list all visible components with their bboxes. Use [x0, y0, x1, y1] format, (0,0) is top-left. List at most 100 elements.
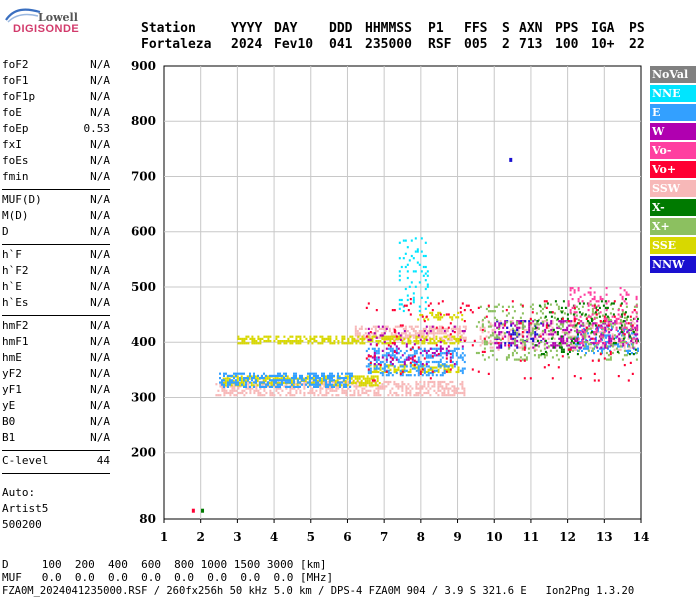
echo-point: [369, 389, 372, 392]
echo-point: [283, 342, 286, 345]
echo-point: [611, 307, 614, 311]
echo-point: [437, 370, 440, 374]
echo-point: [377, 363, 380, 366]
echo-point: [252, 384, 255, 387]
echo-point: [593, 291, 596, 294]
echo-point: [383, 367, 386, 370]
echo-point: [373, 379, 376, 382]
echo-point: [251, 340, 254, 343]
echo-point: [543, 303, 546, 306]
echo-point: [425, 325, 428, 328]
echo-point: [416, 248, 419, 251]
echo-point: [589, 287, 592, 290]
echo-point: [243, 340, 246, 343]
echo-point: [265, 374, 267, 377]
echo-point: [499, 333, 502, 336]
echo-point: [499, 320, 502, 323]
echo-point: [263, 387, 266, 390]
echo-point: [624, 311, 627, 314]
echo-point: [413, 394, 416, 397]
echo-point: [599, 298, 602, 301]
echo-point: [510, 333, 513, 336]
echo-point: [406, 330, 409, 333]
echo-point: [351, 372, 353, 375]
echo-point: [610, 337, 613, 340]
echo-point: [235, 374, 237, 377]
echo-point: [268, 377, 271, 380]
echo-point: [263, 385, 265, 388]
echo-point: [500, 322, 503, 325]
echo-point: [510, 324, 513, 327]
echo-point: [427, 354, 430, 357]
echo-point: [423, 318, 426, 321]
echo-point: [485, 335, 488, 338]
echo-point: [576, 353, 579, 356]
echo-point: [483, 337, 486, 340]
echo-point: [341, 381, 343, 384]
echo-point: [580, 324, 583, 327]
echo-point: [431, 385, 434, 388]
echo-point: [406, 298, 409, 302]
echo-point: [558, 342, 561, 345]
echo-point: [517, 328, 520, 332]
echo-point: [359, 394, 362, 397]
echo-point: [407, 309, 410, 312]
echo-point: [447, 326, 450, 329]
echo-point: [393, 331, 396, 334]
echo-point: [629, 327, 632, 330]
echo-point: [425, 315, 428, 318]
echo-point: [586, 320, 589, 323]
echo-point: [364, 377, 367, 380]
echo-point: [541, 321, 544, 324]
echo-point: [533, 346, 536, 349]
echo-point: [325, 385, 327, 388]
echo-point: [405, 389, 408, 392]
echo-point: [456, 327, 459, 330]
echo-point: [521, 338, 524, 341]
echo-point: [253, 381, 255, 384]
echo-point: [389, 337, 392, 340]
echo-point: [431, 311, 434, 314]
echo-point: [457, 347, 460, 350]
echo-point: [531, 307, 534, 311]
echo-point: [565, 343, 568, 346]
header-value-axn: 713: [519, 37, 543, 52]
echo-point: [276, 377, 279, 380]
echo-point: [245, 383, 247, 386]
echo-point: [263, 377, 265, 380]
echo-point: [463, 394, 466, 397]
echo-point: [591, 304, 594, 307]
echo-point: [631, 332, 633, 335]
echo-point: [451, 389, 454, 392]
echo-point: [443, 389, 446, 392]
echo-point: [414, 285, 417, 288]
echo-point: [546, 342, 549, 345]
echo-point: [441, 391, 444, 395]
echo-point: [578, 346, 581, 349]
echo-point: [413, 352, 416, 355]
echo-point: [382, 327, 385, 330]
echo-point: [403, 337, 406, 340]
echo-point: [512, 322, 515, 325]
echo-point: [453, 394, 456, 397]
echo-point: [329, 387, 332, 390]
echo-point: [287, 391, 290, 395]
echo-point: [420, 296, 423, 299]
echo-point: [453, 349, 456, 353]
echo-point: [582, 337, 585, 340]
echo-point: [381, 349, 384, 352]
echo-point: [315, 372, 317, 375]
echo-point: [397, 387, 400, 390]
echo-point: [435, 360, 438, 364]
echo-point: [611, 315, 614, 318]
echo-point: [226, 379, 229, 382]
echo-point: [609, 318, 612, 322]
echo-point: [443, 365, 446, 368]
echo-point: [517, 335, 520, 338]
echo-point: [365, 391, 368, 395]
echo-point: [461, 383, 464, 386]
echo-point: [596, 309, 599, 312]
echo-point: [411, 356, 414, 359]
echo-point: [421, 349, 424, 353]
echo-point: [408, 332, 411, 335]
